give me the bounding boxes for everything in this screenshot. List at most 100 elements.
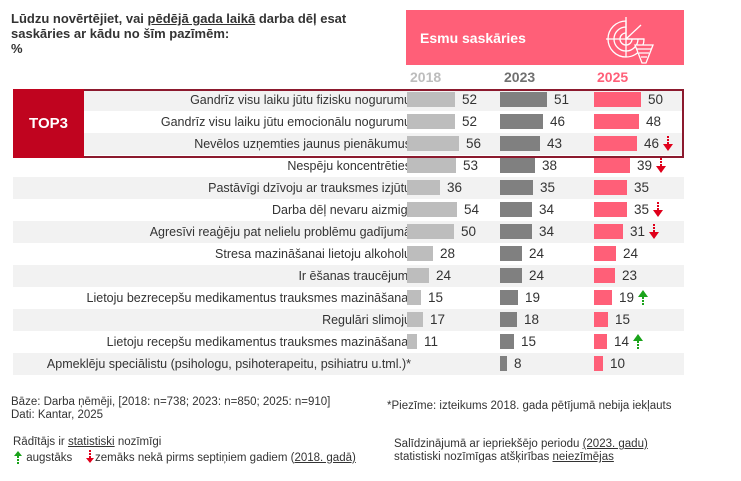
category-label: Nevēlos uzņemties jaunus pienākumus — [194, 137, 411, 151]
bar-2018 — [407, 334, 417, 349]
arrow-up-icon — [633, 334, 643, 349]
footer-base: Bāze: Darba ņēmēji, [2018: n=738; 2023: … — [11, 396, 330, 422]
chart-row: Regulāri slimoju 17 18 15 — [13, 309, 684, 331]
bar-2023 — [500, 92, 547, 107]
bar-2018 — [407, 158, 456, 173]
source-text: Dati: Kantar, 2025 — [11, 409, 104, 421]
category-label: Pastāvīgi dzīvoju ar trauksmes izjūtu — [208, 181, 411, 195]
arrow-up-icon — [14, 451, 22, 464]
bar-2023 — [500, 334, 514, 349]
base-text: Bāze: Darba ņēmēji, [2018: n=738; 2023: … — [11, 396, 331, 408]
category-label: Nespēju koncentrēties — [287, 159, 411, 173]
chart-row: Darba dēļ nevaru aizmigt 54 34 35 — [13, 199, 684, 221]
comparison-line1-underlined: (2023. gadu) — [582, 438, 648, 450]
value-label-2023: 8 — [514, 356, 522, 371]
legend-up-label: augstāks — [26, 452, 73, 464]
bar-2018 — [407, 268, 429, 283]
value-label-2018: 17 — [430, 312, 446, 327]
value-label-2018: 56 — [466, 136, 482, 151]
value-label-2025: 24 — [623, 246, 639, 261]
value-label-2025: 35 — [634, 202, 650, 217]
question-part2: darba dēļ esat saskāries ar kādu no šīm … — [11, 11, 347, 41]
bar-2023 — [500, 158, 535, 173]
chart-row: Stresa mazināšanai lietoju alkoholu 28 24 2… — [13, 243, 684, 265]
legend-down-label: zemāks nekā pirms septiņiem gadiem ( — [95, 452, 295, 464]
category-label: Gandrīz visu laiku jūtu emocionālu nogur… — [160, 115, 411, 129]
bar-2023 — [500, 224, 532, 239]
bar-2023 — [500, 180, 533, 195]
category-label: Agresīvi reaģēju pat nelielu problēmu ga… — [149, 225, 411, 239]
bar-2023 — [500, 268, 522, 283]
bar-2018 — [407, 224, 454, 239]
category-label: Darba dēļ nevaru aizmigt — [272, 203, 411, 217]
value-label-2023: 19 — [525, 290, 541, 305]
value-label-2025: 19 — [619, 290, 635, 305]
comparison-line2-underlined: neiezīmējas — [552, 451, 614, 463]
chart-row: Agresīvi reaģēju pat nelielu problēmu ga… — [13, 221, 684, 243]
footer-note: *Piezīme: izteikums 2018. gada pētījumā … — [387, 400, 672, 412]
arrow-down-icon — [649, 224, 659, 239]
bar-2025 — [594, 158, 630, 173]
value-label-2018: 54 — [464, 202, 480, 217]
value-label-2018: 52 — [462, 114, 478, 129]
value-label-2025: 50 — [648, 92, 664, 107]
category-label: Stresa mazināšanai lietoju alkoholu — [215, 247, 411, 261]
value-label-2025: 15 — [615, 312, 631, 327]
bar-2023 — [500, 202, 532, 217]
bar-2025 — [594, 356, 603, 371]
bar-2023 — [500, 290, 518, 305]
year-2018-header: 2018 — [410, 69, 442, 85]
value-label-2023: 43 — [547, 136, 563, 151]
value-label-2023: 51 — [554, 92, 570, 107]
question-text: Lūdzu novērtējiet, vai pēdējā gada laikā… — [11, 11, 401, 56]
bar-2025 — [594, 312, 608, 327]
unit-label: % — [11, 41, 23, 56]
bar-2023 — [500, 312, 517, 327]
arrow-down-icon — [86, 450, 95, 463]
bar-2025 — [594, 246, 616, 261]
value-label-2023: 38 — [542, 158, 558, 173]
comparison-line2: statistiski nozīmīgas atšķirības — [394, 451, 553, 463]
value-label-2025: 23 — [622, 268, 638, 283]
legend-title-post: nozīmīgi — [114, 436, 162, 448]
value-label-2025: 46 — [644, 136, 660, 151]
legend-title-pre: Rādītājs ir — [13, 436, 68, 448]
value-label-2018: 11 — [424, 334, 439, 349]
bar-2025 — [594, 202, 627, 217]
value-label-2018: 53 — [463, 158, 479, 173]
bar-2023 — [500, 246, 522, 261]
value-label-2023: 24 — [529, 246, 545, 261]
header-band: Esmu saskāries — [406, 10, 684, 65]
category-label: Ir ēšanas traucējumi — [298, 269, 411, 283]
chart-row: Apmeklēju speciālistu (psihologu, psihot… — [13, 353, 684, 375]
bar-2018 — [407, 202, 457, 217]
value-label-2023: 24 — [529, 268, 545, 283]
chart-rows: Gandrīz visu laiku jūtu fizisku nogurumu… — [13, 89, 684, 375]
bar-2018 — [407, 246, 433, 261]
bar-2025 — [594, 268, 615, 283]
arrow-down-icon — [656, 158, 666, 173]
value-label-2018: 50 — [461, 224, 477, 239]
chart-row: Ir ēšanas traucējumi 24 24 23 — [13, 265, 684, 287]
arrow-up-icon — [638, 290, 648, 305]
chart-row: Lietoju recepšu medikamentus trauksmes m… — [13, 331, 684, 353]
value-label-2023: 34 — [539, 224, 555, 239]
comparison-line1: Salīdzinājumā ar iepriekšējo periodu — [394, 438, 583, 450]
bar-2018 — [407, 136, 459, 151]
bar-2018 — [407, 92, 455, 107]
bar-2023 — [500, 114, 543, 129]
legend-down-underlined: 2018. gadā) — [294, 452, 356, 464]
chart-row: Nevēlos uzņemties jaunus pienākumus 56 43 4… — [13, 133, 684, 155]
value-label-2023: 35 — [540, 180, 556, 195]
question-underlined: pēdējā gada laikā — [147, 11, 256, 26]
significance-legend: Rādītājs ir statistiski nozīmīgi augstāk… — [13, 435, 356, 466]
category-label: Gandrīz visu laiku jūtu fizisku nogurumu — [190, 93, 411, 107]
category-label: Apmeklēju speciālistu (psihologu, psihot… — [46, 357, 411, 371]
year-2023-header: 2023 — [504, 69, 536, 85]
bar-2025 — [594, 136, 637, 151]
comparison-note: Salīdzinājumā ar iepriekšējo periodu (20… — [394, 438, 648, 464]
chart-row: Nespēju koncentrēties 53 38 39 — [13, 155, 684, 177]
arrow-down-icon — [663, 136, 673, 151]
category-label: Lietoju recepšu medikamentus trauksmes m… — [106, 335, 411, 349]
question-part1: Lūdzu novērtējiet, vai — [11, 11, 148, 26]
